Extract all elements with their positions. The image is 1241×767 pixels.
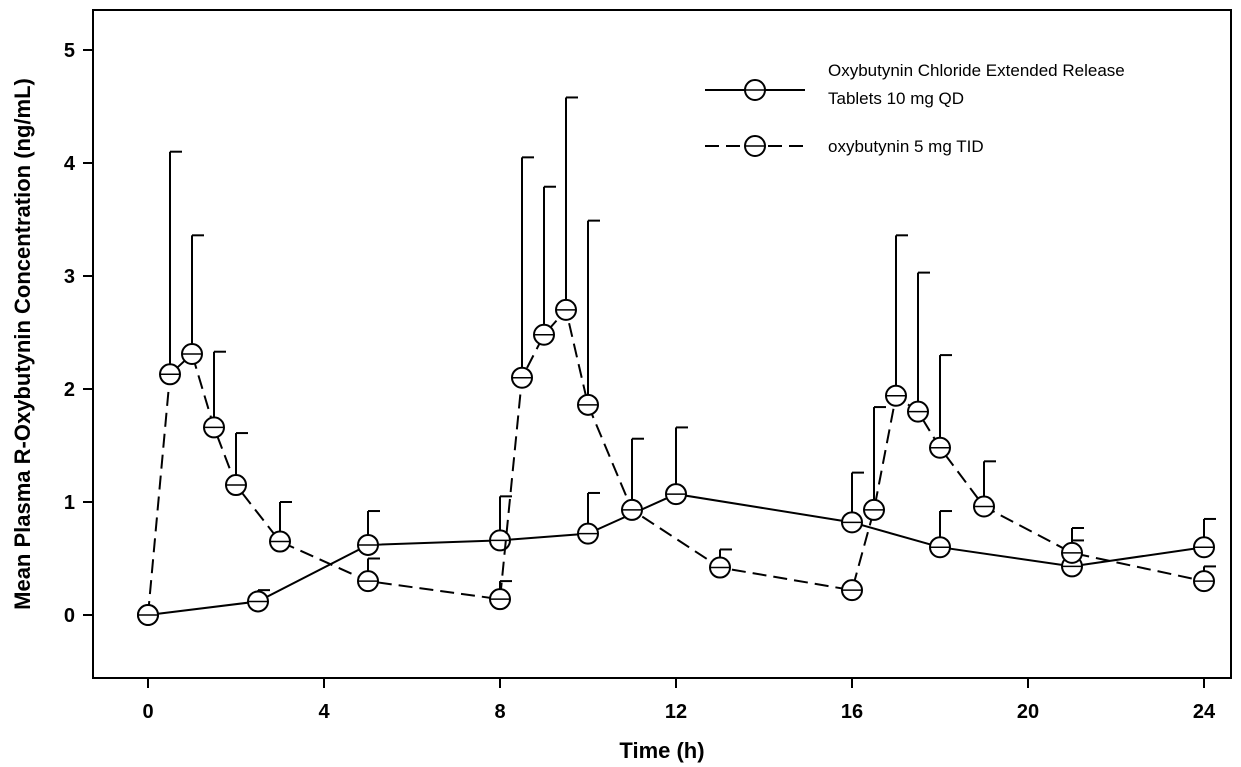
y-tick-label: 5 xyxy=(64,40,75,62)
plot-frame xyxy=(92,9,1232,679)
series-line-2 xyxy=(147,307,1205,616)
x-tick-label: 24 xyxy=(1193,701,1216,723)
legend: Oxybutynin Chloride Extended Release Tabl… xyxy=(705,61,1125,157)
legend-label: Oxybutynin Chloride Extended Release xyxy=(828,61,1125,80)
x-tick-label: 12 xyxy=(665,701,687,723)
y-tick-label: 2 xyxy=(64,379,75,401)
legend-label: oxybutynin 5 mg TID xyxy=(828,137,984,156)
y-tick-label: 0 xyxy=(64,605,75,627)
x-axis-title: Time (h) xyxy=(619,738,704,763)
y-axis-title: Mean Plasma R-Oxybutynin Concentration (… xyxy=(10,78,35,610)
legend-label: Tablets 10 mg QD xyxy=(828,89,964,108)
y-tick-label: 1 xyxy=(64,492,75,514)
series-line-1 xyxy=(147,493,1205,616)
x-tick-label: 0 xyxy=(142,701,153,723)
y-tick-label: 4 xyxy=(64,153,76,175)
x-tick-label: 8 xyxy=(494,701,505,723)
y-tick-label: 3 xyxy=(64,266,75,288)
x-tick-label: 16 xyxy=(841,701,863,723)
x-tick-label: 4 xyxy=(318,701,330,723)
x-tick-label: 20 xyxy=(1017,701,1039,723)
